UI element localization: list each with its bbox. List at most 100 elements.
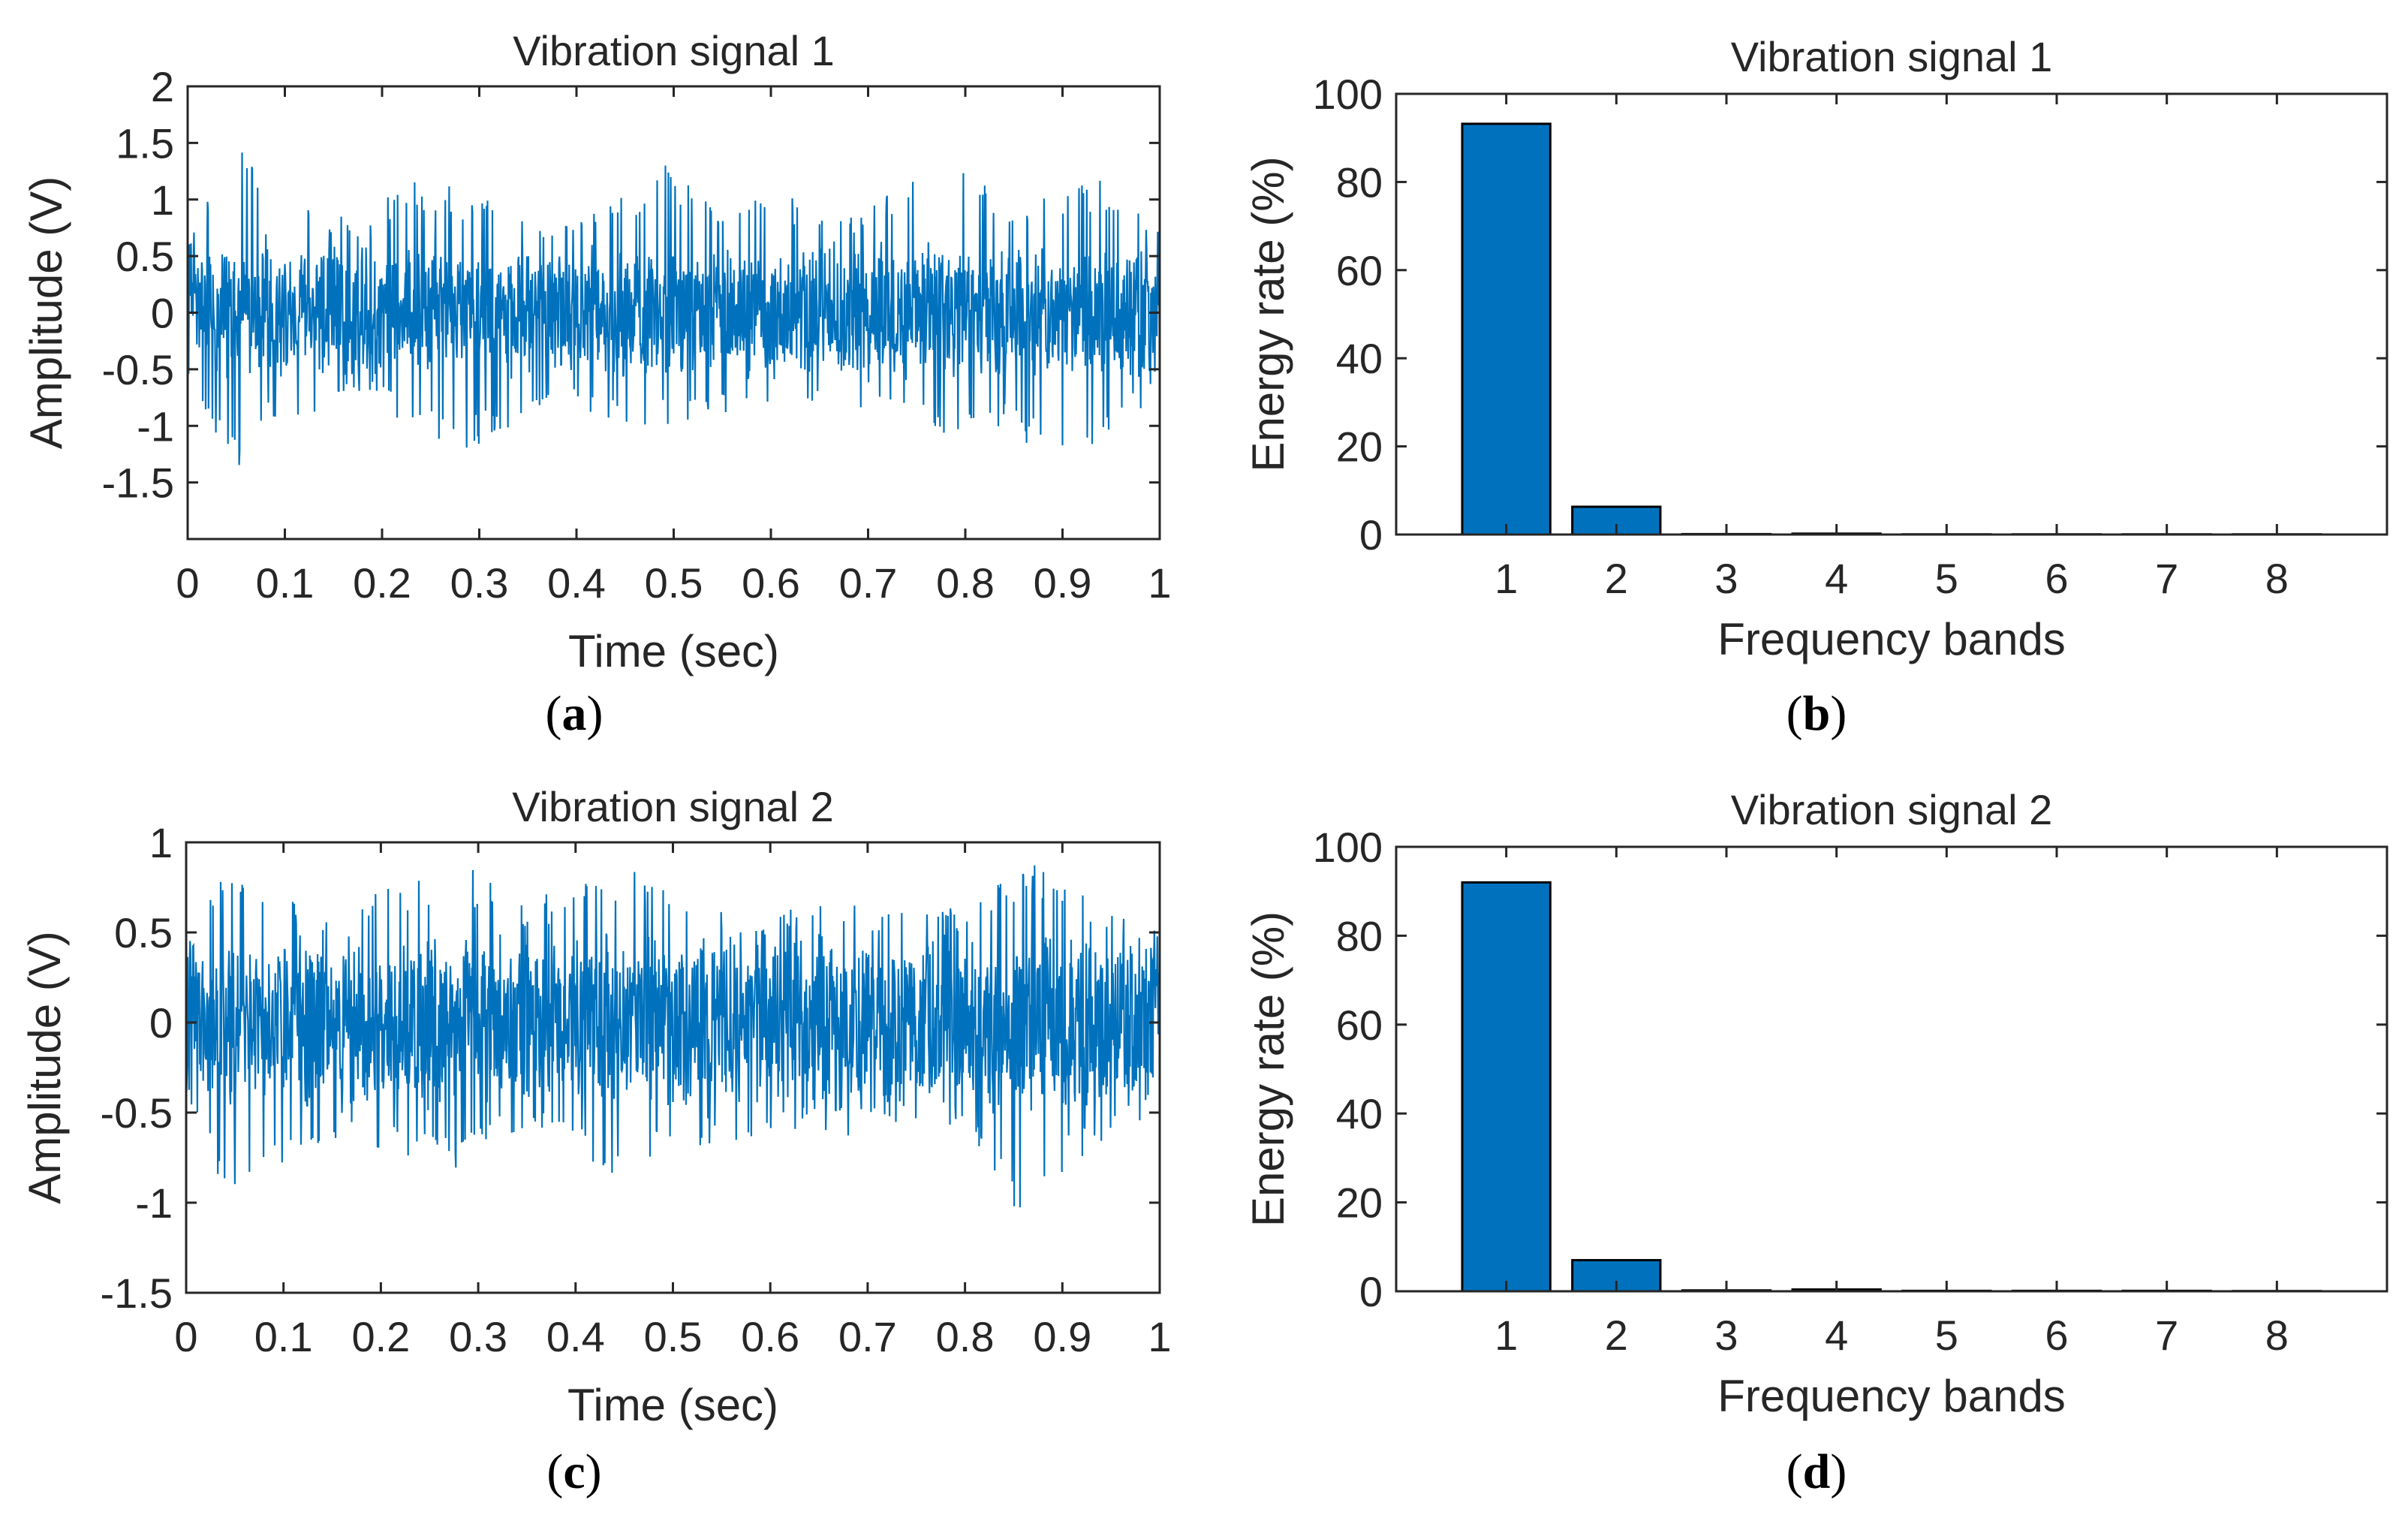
bar-band-1 [1461, 122, 1552, 536]
x-tick-label: 3 [1714, 555, 1738, 602]
y-tick-label: -1 [137, 402, 174, 450]
x-tick-label: 0.6 [741, 1313, 799, 1360]
y-tick-label: 0.5 [116, 233, 174, 280]
panel-caption: (c) [546, 1444, 601, 1499]
chart-title: Vibration signal 2 [512, 783, 834, 830]
chart-d: Vibration signal 21 2 3 4 5 6 7 8020406080100Fr… [1243, 786, 2388, 1499]
y-tick-label: 40 [1336, 335, 1383, 382]
x-tick-label: 1 [1148, 1313, 1171, 1360]
x-tick-label: 8 [2265, 555, 2289, 602]
x-tick-label: 0.3 [449, 1313, 507, 1360]
y-tick-label: 0.5 [114, 909, 173, 956]
x-tick-label: 0 [174, 1313, 197, 1360]
x-axis-label: Time (sec) [568, 626, 779, 676]
caption-paren-open: ( [1786, 686, 1803, 741]
x-tick-label: 0.4 [547, 559, 606, 607]
y-tick-label: 1 [149, 819, 173, 866]
y-tick-label: -0.5 [102, 346, 175, 393]
x-tick-label: 0.7 [838, 1313, 897, 1360]
panel-caption: (b) [1786, 686, 1847, 741]
y-tick-label: 1.5 [116, 119, 174, 167]
caption-paren-close: ) [587, 686, 604, 741]
x-tick-label: 0 [176, 559, 199, 607]
x-tick-label: 8 [2265, 1312, 2289, 1359]
x-tick-label: 2 [1605, 555, 1628, 602]
x-tick-label: 7 [2155, 555, 2178, 602]
x-axis-label: Time (sec) [567, 1380, 778, 1430]
x-tick-label: 1 [1494, 1312, 1518, 1359]
y-tick-label: 2 [151, 63, 174, 110]
x-axis-label: Frequency bands [1717, 1371, 2066, 1421]
x-tick-label: 0.1 [256, 559, 315, 607]
plot-area-frame [1395, 845, 2388, 1293]
y-axis-label: Energy rate (%) [1243, 911, 1293, 1227]
x-tick-label: 7 [2155, 1312, 2178, 1359]
chart-a: Vibration signal 1 0 0.1 0.2 0.3 0.4 0.5 0.6 0.7… [21, 27, 1172, 741]
chart-b: Vibration signal 11 2 3 4 5 6 7 8020406080100Fr… [1243, 33, 2388, 741]
x-tick-label: 0.1 [254, 1313, 313, 1360]
caption-letter: c [563, 1444, 585, 1499]
x-tick-label: 1 [1494, 555, 1518, 602]
caption-paren-open: ( [546, 1444, 563, 1499]
caption-paren-close: ) [585, 1444, 602, 1499]
plot-area-frame [1395, 92, 2388, 536]
caption-paren-open: ( [1786, 1444, 1803, 1499]
caption-paren-close: ) [1830, 1444, 1847, 1499]
caption-letter: a [562, 686, 587, 741]
x-tick-label: 0.8 [936, 1313, 995, 1360]
y-tick-label: 0 [1359, 511, 1383, 559]
x-tick-label: 4 [1825, 555, 1848, 602]
x-tick-label: 0.6 [742, 559, 800, 607]
x-tick-label: 5 [1935, 1312, 1958, 1359]
x-axis-label: Frequency bands [1717, 614, 2066, 664]
bar-band-1 [1461, 881, 1552, 1293]
signal-series-line [185, 865, 1161, 1208]
signal-series-line [186, 152, 1161, 465]
x-tick-label: 0.9 [1034, 559, 1092, 607]
x-tick-label: 4 [1825, 1312, 1848, 1359]
y-tick-label: -1.5 [102, 459, 175, 507]
y-tick-label: 100 [1313, 824, 1383, 871]
x-tick-label: 6 [2045, 555, 2068, 602]
y-tick-label: 0 [149, 999, 173, 1047]
y-axis-label: Amplitude (V) [21, 176, 71, 449]
chart-c: Vibration signal 2 0 0.1 0.2 0.3 0.4 0.5 0.6 0.7… [20, 783, 1172, 1499]
y-tick-label: 0 [151, 290, 174, 337]
x-tick-label: 0.4 [546, 1313, 605, 1360]
y-tick-label: 80 [1336, 912, 1383, 959]
y-tick-label: 100 [1313, 71, 1383, 118]
y-axis-label: Energy rate (%) [1243, 156, 1293, 471]
y-tick-label: 60 [1336, 247, 1383, 294]
x-tick-label: 6 [2045, 1312, 2068, 1359]
y-tick-label: 80 [1336, 158, 1383, 206]
y-tick-label: -1 [135, 1179, 173, 1227]
caption-paren-open: ( [546, 686, 562, 741]
caption-letter: b [1803, 686, 1831, 741]
y-tick-label: 20 [1336, 423, 1383, 471]
y-tick-label: 40 [1336, 1090, 1383, 1137]
y-tick-label: 60 [1336, 1001, 1383, 1049]
panel-caption: (a) [546, 686, 604, 741]
x-tick-label: 1 [1148, 559, 1171, 607]
x-tick-label: 0.5 [645, 559, 703, 607]
x-tick-label: 0.2 [351, 1313, 410, 1360]
y-tick-label: 0 [1359, 1268, 1383, 1315]
caption-letter: d [1803, 1444, 1831, 1499]
panel-caption: (d) [1786, 1444, 1847, 1499]
y-axis-label: Amplitude (V) [20, 931, 70, 1203]
y-tick-label: 20 [1336, 1179, 1383, 1227]
x-tick-label: 0.8 [936, 559, 995, 607]
x-tick-label: 3 [1714, 1312, 1738, 1359]
chart-title: Vibration signal 2 [1731, 786, 2053, 833]
chart-title: Vibration signal 1 [1731, 33, 2053, 80]
x-tick-label: 2 [1605, 1312, 1628, 1359]
x-tick-label: 0.5 [644, 1313, 703, 1360]
chart-title: Vibration signal 1 [513, 27, 835, 74]
x-tick-label: 0.2 [353, 559, 411, 607]
y-tick-label: -1.5 [101, 1269, 173, 1317]
y-tick-label: -0.5 [101, 1089, 173, 1137]
x-tick-label: 5 [1935, 555, 1958, 602]
y-tick-label: 1 [151, 176, 174, 224]
x-tick-label: 0.9 [1033, 1313, 1091, 1360]
